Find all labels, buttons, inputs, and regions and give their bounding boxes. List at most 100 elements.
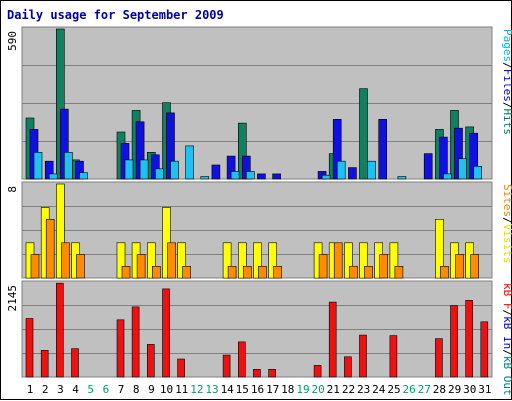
bar: [222, 354, 231, 378]
legend-item: Pages: [501, 29, 512, 62]
bar: [379, 254, 389, 279]
legend-item: Sites: [501, 184, 512, 217]
bar: [328, 301, 337, 378]
bar: [79, 172, 88, 180]
x-tick-label: 21: [327, 383, 340, 396]
bar: [76, 254, 85, 279]
bar: [435, 338, 443, 378]
x-tick-label: 23: [357, 383, 370, 396]
bar: [25, 318, 34, 378]
x-tick-label: 11: [175, 383, 188, 396]
bar: [211, 164, 221, 180]
legend-label: Pages/Files/Hits: [501, 29, 512, 135]
bar: [40, 349, 49, 378]
legend-label: Sites/Visits: [501, 184, 512, 264]
bar: [155, 168, 164, 180]
bar: [443, 173, 452, 180]
y-max-label: 590: [6, 31, 19, 51]
x-tick-label: 30: [463, 383, 476, 396]
x-tick-label: 4: [72, 383, 79, 396]
x-tick-label: 12: [190, 383, 203, 396]
x-tick-label: 9: [148, 383, 155, 396]
bar: [253, 242, 262, 279]
bar: [147, 344, 155, 378]
bar: [378, 119, 388, 180]
bar: [257, 173, 266, 180]
y-max-label: 2145: [6, 285, 19, 312]
bar: [182, 265, 191, 279]
bar: [124, 159, 134, 180]
bar: [394, 265, 404, 279]
bar: [272, 173, 281, 180]
y-max-label: 8: [6, 186, 19, 193]
bar: [131, 306, 140, 378]
bar: [455, 254, 464, 279]
legend-item: /: [501, 62, 512, 69]
bar: [333, 242, 343, 279]
bar: [389, 335, 398, 378]
x-tick-label: 6: [103, 383, 110, 396]
bar: [397, 176, 407, 180]
bar: [344, 242, 353, 279]
x-tick-label: 29: [448, 383, 461, 396]
bar: [359, 242, 368, 279]
bar: [473, 166, 483, 180]
x-tick-label: 16: [251, 383, 264, 396]
x-tick-label: 15: [236, 383, 249, 396]
legend-item: /: [501, 310, 512, 317]
x-tick-label: 18: [281, 383, 294, 396]
legend-item: Visits: [501, 224, 512, 264]
bar: [470, 254, 480, 279]
bar: [55, 183, 65, 279]
bar: [63, 152, 73, 180]
x-tick-label: 14: [221, 383, 235, 396]
x-tick-label: 10: [160, 383, 173, 396]
bar: [465, 299, 474, 378]
bar: [177, 242, 186, 279]
bar: [139, 159, 149, 180]
bar: [48, 173, 58, 180]
bar: [321, 174, 331, 180]
bar: [162, 288, 170, 378]
x-tick-label: 3: [57, 383, 64, 396]
bar: [349, 265, 358, 279]
bar: [222, 242, 232, 279]
legend-item: /: [501, 217, 512, 224]
bar: [238, 242, 247, 279]
legend-label: kB F/kB In/kB Out: [501, 283, 512, 396]
legend-item: /: [501, 102, 512, 109]
bar: [71, 348, 79, 378]
bar: [439, 136, 448, 180]
bar: [227, 265, 237, 279]
legend-item: kB Out: [501, 356, 512, 396]
bar: [458, 158, 467, 180]
bar: [359, 334, 367, 378]
bar: [258, 265, 267, 279]
bar: [423, 153, 433, 180]
bar: [480, 321, 489, 378]
bar: [359, 88, 368, 180]
bar: [344, 356, 352, 378]
bar: [60, 242, 70, 279]
bar: [450, 305, 458, 378]
x-tick-label: 13: [205, 383, 218, 396]
x-tick-label: 31: [478, 383, 491, 396]
x-tick-label: 28: [433, 383, 446, 396]
bar: [177, 358, 185, 378]
bar: [336, 160, 346, 180]
bar: [152, 265, 161, 279]
legend-item: Hits: [501, 109, 512, 136]
bar: [121, 265, 131, 279]
bar: [136, 254, 146, 279]
legend-item: kB F: [501, 283, 512, 310]
x-tick-label: 5: [87, 383, 94, 396]
bar: [318, 254, 328, 279]
bar: [116, 319, 125, 378]
x-tick-label: 20: [311, 383, 324, 396]
bar: [55, 282, 64, 378]
x-tick-label: 2: [42, 383, 49, 396]
bar: [200, 176, 210, 180]
x-tick-label: 26: [402, 383, 415, 396]
